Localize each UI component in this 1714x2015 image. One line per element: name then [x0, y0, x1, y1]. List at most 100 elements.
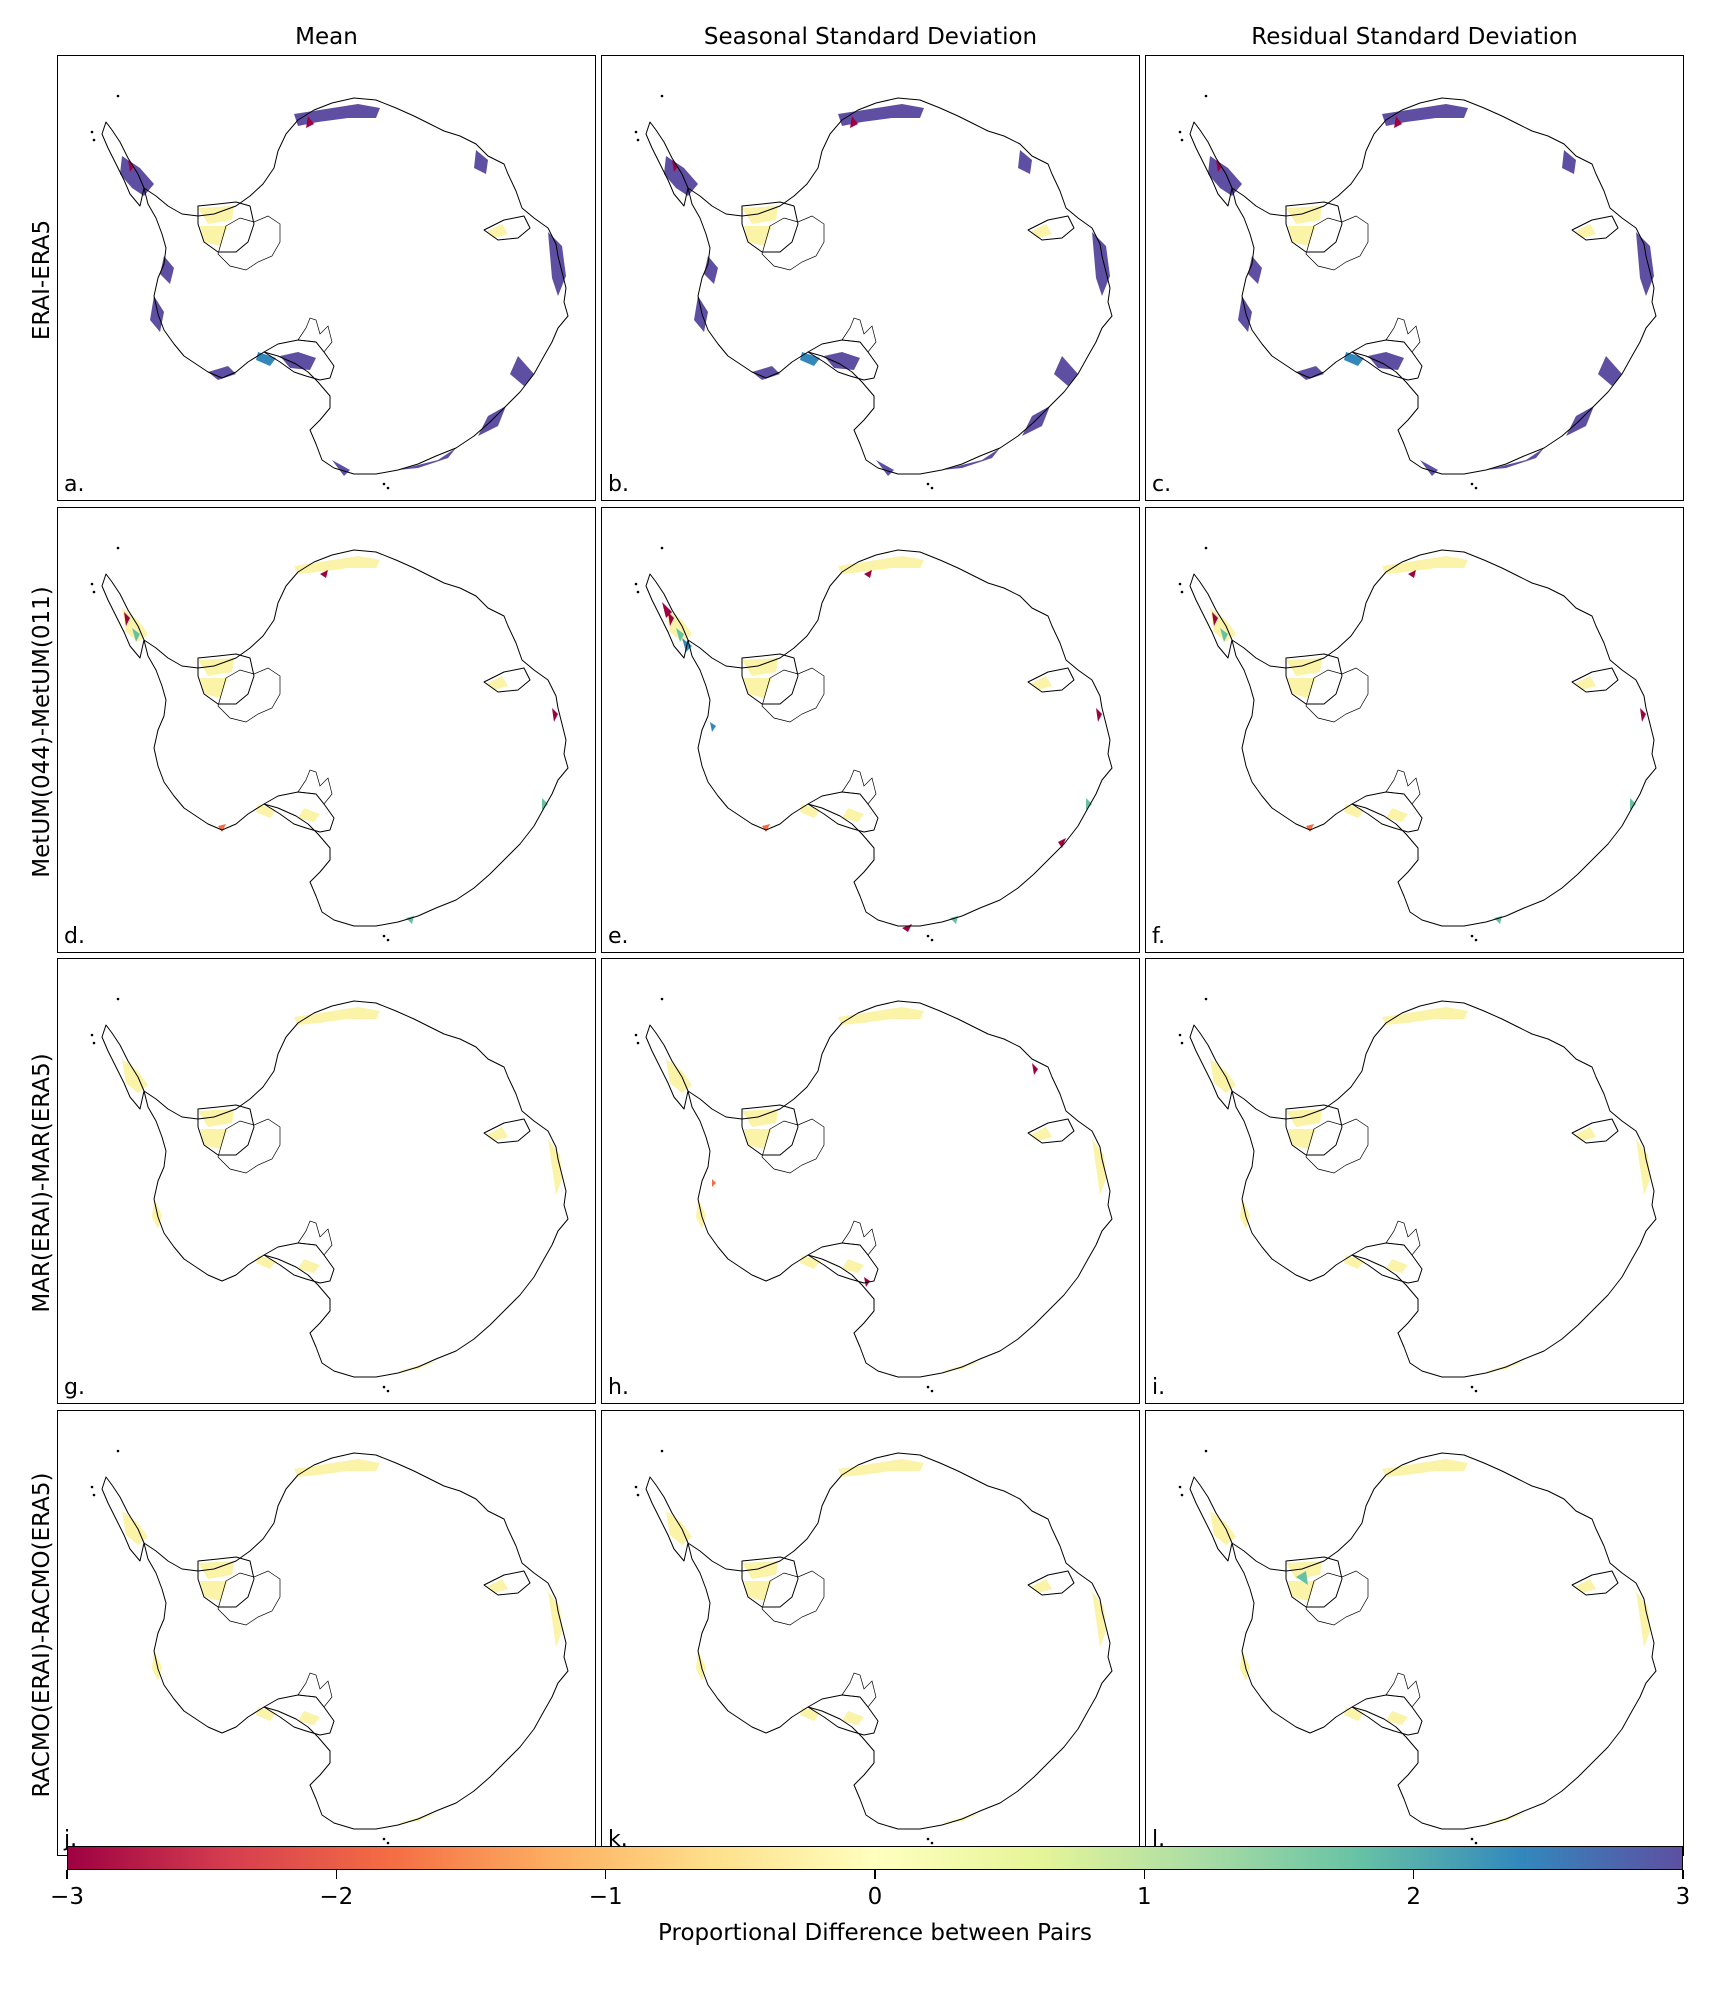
ice-shelf-patches: [666, 1007, 1106, 1371]
coastline: [263, 1242, 335, 1284]
panel-letter: k.: [608, 1827, 628, 1852]
ice-shelf-patch: [1574, 676, 1596, 690]
coastline: [687, 1000, 1113, 1378]
ice-shelf-patch: [1018, 150, 1032, 174]
ice-shelf-patch: [1220, 628, 1228, 642]
grounding-line: [217, 1118, 281, 1174]
island: [634, 130, 638, 134]
coastline: [143, 1452, 569, 1830]
grounding-line: [841, 317, 877, 353]
island: [1178, 582, 1182, 586]
panel-letter: j.: [64, 1827, 78, 1852]
coastline: [741, 1556, 799, 1608]
coastline: [1285, 653, 1343, 705]
island: [660, 1449, 664, 1453]
grounding-line: [841, 1220, 877, 1256]
grounding-line: [217, 667, 281, 723]
ice-shelf-patch: [1238, 296, 1252, 332]
coastline: [807, 339, 879, 381]
panel-letter: a.: [64, 472, 85, 497]
grounding-line: [297, 1672, 333, 1708]
colorbar-tick: [874, 1870, 876, 1879]
island: [382, 1385, 386, 1389]
ice-shelf-patch: [842, 1711, 864, 1725]
map-panel: b.: [601, 55, 1140, 501]
ice-shelf-patch: [1382, 1007, 1468, 1025]
island: [1178, 130, 1182, 134]
ice-shelf-patch: [838, 1459, 924, 1477]
coastline: [197, 201, 255, 253]
island: [116, 997, 120, 1001]
row-label-mar: MAR(ERAI)-MAR(ERA5): [29, 1053, 55, 1313]
antarctica-map: [90, 1449, 569, 1845]
coastline: [1571, 667, 1619, 693]
ice-shelf-patches: [1210, 1459, 1650, 1823]
island: [92, 590, 96, 594]
ice-shelf-patches: [120, 104, 566, 476]
row-label-racmo: RACMO(ERAI)-RACMO(ERA5): [29, 1472, 55, 1798]
coastline: [1571, 215, 1619, 241]
ice-shelf-patches: [122, 1007, 562, 1371]
ice-shelf-patch: [1382, 556, 1468, 574]
ice-shelf-patch: [298, 1259, 320, 1273]
ice-shelf-patch: [838, 104, 924, 126]
island: [90, 130, 94, 134]
ice-shelf-patch: [1486, 1807, 1538, 1823]
ice-shelf-patch: [1208, 156, 1242, 196]
ice-shelf-patch: [1296, 366, 1324, 380]
ice-shelf-patch: [132, 628, 140, 642]
ice-shelf-patch: [1030, 224, 1052, 238]
ice-shelf-patch: [398, 1355, 450, 1371]
ice-shelf-patch: [1092, 1591, 1106, 1647]
grounding-line: [1385, 1220, 1421, 1256]
ice-shelf-patch: [1386, 1259, 1408, 1273]
ice-shelf-patch: [398, 448, 456, 470]
antarctica-map: [1178, 1449, 1657, 1845]
coastline: [1189, 573, 1233, 659]
coastline: [1285, 201, 1343, 253]
map-panel: h.: [601, 958, 1140, 1404]
ice-shelf-patch: [762, 824, 770, 832]
antarctica-map: [1178, 94, 1657, 490]
ice-shelf-patch: [486, 676, 508, 690]
grounding-line: [1305, 215, 1369, 271]
ice-shelf-patch: [1248, 256, 1262, 284]
ice-shelf-patch: [256, 804, 276, 818]
island: [1204, 997, 1208, 1001]
ice-shelf-patch: [218, 824, 226, 832]
ice-shelf-patch: [486, 1127, 508, 1141]
island: [386, 1389, 390, 1393]
ice-shelf-patch: [1030, 676, 1052, 690]
column-title-residual-std: Residual Standard Deviation: [1251, 24, 1578, 50]
ice-shelf-patch: [548, 1591, 562, 1647]
antarctica-map: [634, 94, 1113, 490]
coastline: [1189, 121, 1233, 207]
ice-shelf-patch: [510, 356, 534, 386]
map-panel: f.: [1145, 507, 1684, 953]
panel-letter: e.: [608, 924, 629, 949]
ice-shelf-patch: [1486, 1355, 1538, 1371]
antarctica-map: [90, 546, 569, 942]
ice-shelf-patch: [1296, 1571, 1308, 1585]
ice-shelf-patch: [1574, 224, 1596, 238]
ice-shelf-patch: [256, 1707, 276, 1721]
island: [926, 1385, 930, 1389]
ice-shelf-patches: [1210, 1007, 1650, 1371]
island: [930, 486, 934, 490]
coastline: [1351, 791, 1423, 833]
ice-shelf-patch: [1562, 150, 1576, 174]
island: [636, 138, 640, 142]
panel-letter: b.: [608, 472, 629, 497]
island: [1180, 138, 1184, 142]
island: [926, 482, 930, 486]
coastline: [687, 1452, 1113, 1830]
map-panel: a.: [57, 55, 596, 501]
grounding-line: [1385, 769, 1421, 805]
ice-shelf-patch: [1636, 1139, 1650, 1195]
coastline: [1189, 1476, 1233, 1562]
ice-shelf-patch: [1636, 232, 1654, 296]
grounding-line: [761, 667, 825, 723]
island: [634, 1033, 638, 1037]
coastline: [101, 1024, 145, 1110]
island: [636, 590, 640, 594]
